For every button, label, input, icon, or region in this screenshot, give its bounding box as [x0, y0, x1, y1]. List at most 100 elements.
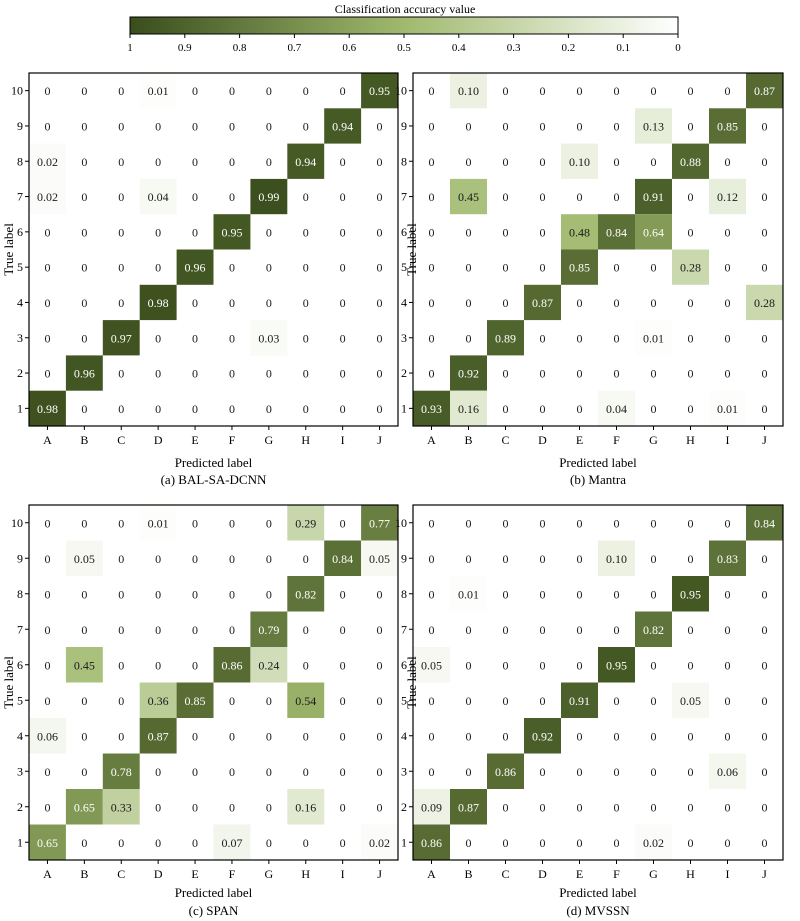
cell-value-label: 0 [229, 119, 235, 133]
cell-value-label: 0 [155, 765, 161, 779]
heatmap-cell [361, 824, 398, 860]
heatmap-cell [176, 682, 214, 718]
cell-value-label: 0.01 [458, 587, 479, 601]
heatmap-cell [287, 505, 325, 541]
cell-value-label: 0 [503, 800, 509, 814]
cell-value-label: 0 [44, 261, 50, 275]
cell-value-label: 0 [44, 658, 50, 672]
cell-value-label: 0 [44, 516, 50, 530]
cell-value-label: 0 [303, 84, 309, 98]
cell-value-label: 0 [303, 729, 309, 743]
x-tick-label: J [762, 433, 767, 447]
y-tick-label: 3 [17, 764, 23, 778]
heatmap-cells: 0 0 0 0.01 0 0 0 0.29 0 0.77 0 0.05 0 0 0 0 0 0 0.84 0.05 0 0… [29, 505, 398, 860]
cell-value-label: 0 [118, 658, 124, 672]
cell-value-label: 0 [688, 367, 694, 381]
cell-value-label: 0 [377, 587, 383, 601]
cell-value-label: 0 [377, 296, 383, 310]
y-tick-label: 2 [17, 800, 23, 814]
heatmap-cell [29, 390, 66, 426]
cell-value-label: 0 [540, 225, 546, 239]
x-tick-label: A [43, 867, 52, 881]
cell-value-label: 0 [577, 800, 583, 814]
cell-value-label: 0 [44, 331, 50, 345]
cell-value-label: 0 [540, 190, 546, 204]
x-tick-label: F [613, 433, 620, 447]
cell-value-label: 0 [725, 296, 731, 310]
heatmap-cell [672, 143, 709, 179]
cell-value-label: 0.84 [754, 516, 775, 530]
cell-value-label: 0.06 [37, 729, 58, 743]
cell-value-label: 0.04 [148, 190, 169, 204]
heatmap-cell [598, 540, 635, 576]
heatmap-cell [672, 682, 709, 718]
cell-value-label: 0 [429, 587, 435, 601]
cell-value-label: 0 [340, 402, 346, 416]
cell-value-label: 0 [614, 516, 620, 530]
cell-value-label: 0 [429, 729, 435, 743]
cell-value-label: 0 [651, 694, 657, 708]
y-tick-label: 1 [17, 401, 23, 415]
cell-value-label: 0 [503, 836, 509, 850]
x-tick-label: A [427, 867, 436, 881]
cell-value-label: 0 [266, 765, 272, 779]
heatmap-cell [176, 249, 214, 285]
cell-value-label: 0.78 [111, 765, 132, 779]
cell-value-label: 0 [577, 729, 583, 743]
heatmap-cell [561, 249, 598, 285]
colorbar-tick-label: 0.4 [452, 42, 466, 54]
x-axis-label: Predicted label [175, 455, 253, 470]
cell-value-label: 0 [81, 729, 87, 743]
cell-value-label: 0 [651, 658, 657, 672]
x-tick-label: H [301, 867, 310, 881]
cell-value-label: 0 [81, 836, 87, 850]
heatmap-cell [65, 355, 103, 391]
heatmap-cell [450, 178, 487, 215]
plot-frame [28, 504, 399, 861]
cell-value-label: 0.87 [458, 800, 479, 814]
heatmap-cell [213, 824, 251, 860]
heatmap-cells: 0 0 0 0 0 0 0 0 0 0.84 0 0 0 0 0 0.10 0 0 0.83 0 0 0.01 0 0 0 0 0 0… [413, 505, 783, 860]
y-axis-label: True label [404, 223, 419, 276]
cell-value-label: 0 [340, 84, 346, 98]
x-tick-label: C [117, 867, 125, 881]
cell-value-label: 0.01 [148, 84, 169, 98]
heatmap-cell [746, 73, 783, 109]
cell-value-label: 0.09 [421, 800, 442, 814]
cell-value-label: 0.84 [606, 225, 627, 239]
x-tick-label: J [377, 433, 382, 447]
cell-value-label: 0 [651, 402, 657, 416]
heatmap-cell [65, 789, 103, 825]
y-tick-label: 10 [395, 516, 407, 530]
cell-value-label: 0 [688, 84, 694, 98]
heatmap-cell [65, 647, 103, 683]
cell-value-label: 0 [466, 331, 472, 345]
cell-value-label: 0 [44, 84, 50, 98]
cell-value-label: 0 [266, 587, 272, 601]
cell-value-label: 0 [429, 190, 435, 204]
panel-caption: (b) Mantra [570, 472, 626, 487]
y-tick-label: 7 [17, 622, 23, 636]
cell-value-label: 0 [614, 190, 620, 204]
cell-value-label: 0 [540, 119, 546, 133]
cell-value-label: 0 [540, 402, 546, 416]
cell-value-label: 0 [44, 367, 50, 381]
heatmap-cell [672, 249, 709, 285]
cell-value-label: 0 [688, 402, 694, 416]
cell-value-label: 0 [303, 658, 309, 672]
cell-value-label: 0.95 [221, 225, 242, 239]
heatmap-cell [29, 143, 66, 179]
cell-value-label: 0 [118, 402, 124, 416]
cell-value-label: 0 [155, 367, 161, 381]
heatmap-cell [524, 284, 561, 321]
x-tick-label: H [686, 867, 695, 881]
heatmap-cell [250, 647, 288, 683]
heatmap-cell [635, 214, 672, 250]
cell-value-label: 0 [44, 765, 50, 779]
cell-value-label: 0 [762, 367, 768, 381]
colorbar-tick-label: 0.8 [233, 42, 247, 54]
cell-value-label: 0.96 [74, 367, 95, 381]
cell-value-label: 0 [266, 552, 272, 566]
cell-value-label: 0 [503, 587, 509, 601]
cell-value-label: 0.65 [37, 836, 58, 850]
